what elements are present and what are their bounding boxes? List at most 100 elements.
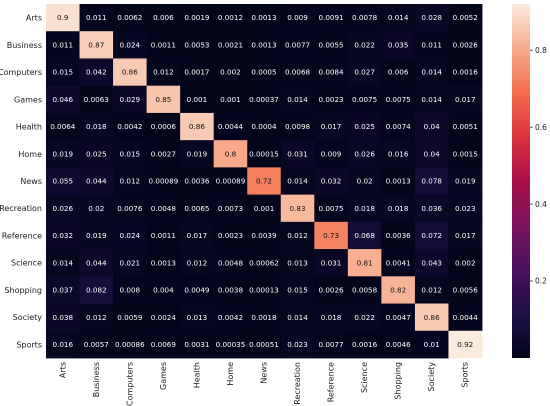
heatmap-cell [247,31,282,59]
heatmap-cell [46,4,80,32]
heatmap-cell [113,140,148,168]
cell-value-label: 0.0019 [184,13,210,22]
heatmap-cell [247,112,282,141]
cell-value-label: 0.0047 [386,313,411,322]
cell-value-label: 0.85 [155,95,171,104]
heatmap-cell [347,303,382,332]
heatmap-cell [314,4,349,32]
heatmap-cell [113,4,148,32]
heatmap-cell [180,140,215,168]
cell-value-label: 0.87 [88,40,104,49]
cell-value-label: 0.0075 [318,204,343,213]
y-tick-label: Arts [26,14,42,23]
heatmap-cell [247,221,282,250]
heatmap-cell [414,303,449,332]
cell-value-label: 0.83 [290,204,306,213]
cell-value-label: 0.028 [421,13,442,22]
cell-value-label: 0.001 [254,204,275,213]
heatmap-cell [113,276,148,304]
cell-value-label: 0.0013 [251,13,276,22]
heatmap-cell [381,303,416,332]
cell-value-label: 0.002 [220,68,241,77]
heatmap-cell [146,140,181,168]
cell-value-label: 0.0098 [285,122,311,131]
heatmap-cell [448,276,483,304]
heatmap-cell [247,140,282,168]
cell-value-label: 0.0038 [218,286,244,295]
cell-value-label: 0.019 [52,149,73,158]
heatmap-cell [414,85,449,114]
cell-value-label: 0.0006 [151,122,177,131]
heatmap-cell [414,249,449,277]
heatmap-cell [46,140,80,168]
heatmap-cell [448,330,483,359]
heatmap-cell [213,58,248,87]
heatmap-cell [213,112,248,141]
cell-value-label: 0.0023 [218,231,243,240]
cell-value-label: 0.0026 [453,40,479,49]
cell-value-label: 0.011 [86,13,107,22]
cell-value-label: 0.72 [256,177,272,186]
heatmap-cell [79,140,114,168]
cell-value-label: 0.055 [52,177,73,186]
y-tick-label: Society [13,313,43,322]
y-tick-label: Science [11,259,42,268]
heatmap-cell [79,112,114,141]
heatmap-cell [280,58,315,87]
cell-value-label: 0.008 [120,286,141,295]
cell-value-label: 0.0075 [386,95,411,104]
heatmap-cell [347,194,382,223]
heatmap-cell [448,112,483,141]
cell-value-label: 0.019 [455,177,476,186]
cell-value-label: 0.015 [52,68,73,77]
heatmap-cell [448,249,483,277]
heatmap-cell [113,85,148,114]
cell-value-label: 0.0012 [218,13,243,22]
heatmap-cell [247,303,282,332]
cell-value-label: 0.015 [120,149,141,158]
heatmap-cell [347,58,382,87]
heatmap-cell [213,330,248,359]
cell-value-label: 0.044 [86,177,107,186]
y-tick-label: Health [16,123,42,132]
cell-value-label: 0.0041 [386,258,411,267]
heatmap-cell [347,249,382,277]
x-tick-label: Games [159,362,168,390]
cell-value-label: 0.078 [421,177,442,186]
cell-value-label: 0.0039 [251,231,277,240]
heatmap-cell [448,4,483,32]
heatmap-cell [113,194,148,223]
cell-value-label: 0.0055 [318,40,343,49]
cell-value-label: 0.026 [354,149,375,158]
heatmap-cell [79,330,114,359]
heatmap-cell [414,140,449,168]
heatmap-cell [213,4,248,32]
heatmap-cell [46,58,80,87]
heatmap-cell [280,112,315,141]
heatmap-cell [180,85,215,114]
cell-value-label: 0.013 [187,313,208,322]
cell-value-label: 0.86 [424,313,440,322]
cell-value-label: 0.0021 [218,40,243,49]
cell-value-label: 0.025 [354,122,375,131]
heatmap-cell [414,58,449,87]
cell-value-label: 0.001 [187,95,208,104]
cell-value-label: 0.014 [287,177,308,186]
cell-value-label: 0.0075 [352,95,377,104]
colorbar-tick-label: 0.4 [535,200,547,209]
colorbar-tick-label: 0.2 [535,277,547,286]
y-axis-tick-labels: Arts Business Computers Games Health Home News… [0,14,42,350]
cell-value-label: 0.0059 [117,313,143,322]
heatmap-cell [247,249,282,277]
cell-value-label: 0.014 [388,13,409,22]
heatmap-cell [314,330,349,359]
cell-value-label: 0.014 [421,68,442,77]
heatmap-cell [247,85,282,114]
heatmap-cell-labels: 0.9 0.011 0.0062 0.006 0.0019 0.0012 0.0013 0.0… [50,13,478,349]
heatmap-cell [46,303,80,332]
cell-value-label: 0.023 [455,204,476,213]
y-tick-label: Reference [2,231,42,240]
heatmap-cell [381,221,416,250]
cell-value-label: 0.0027 [151,149,176,158]
